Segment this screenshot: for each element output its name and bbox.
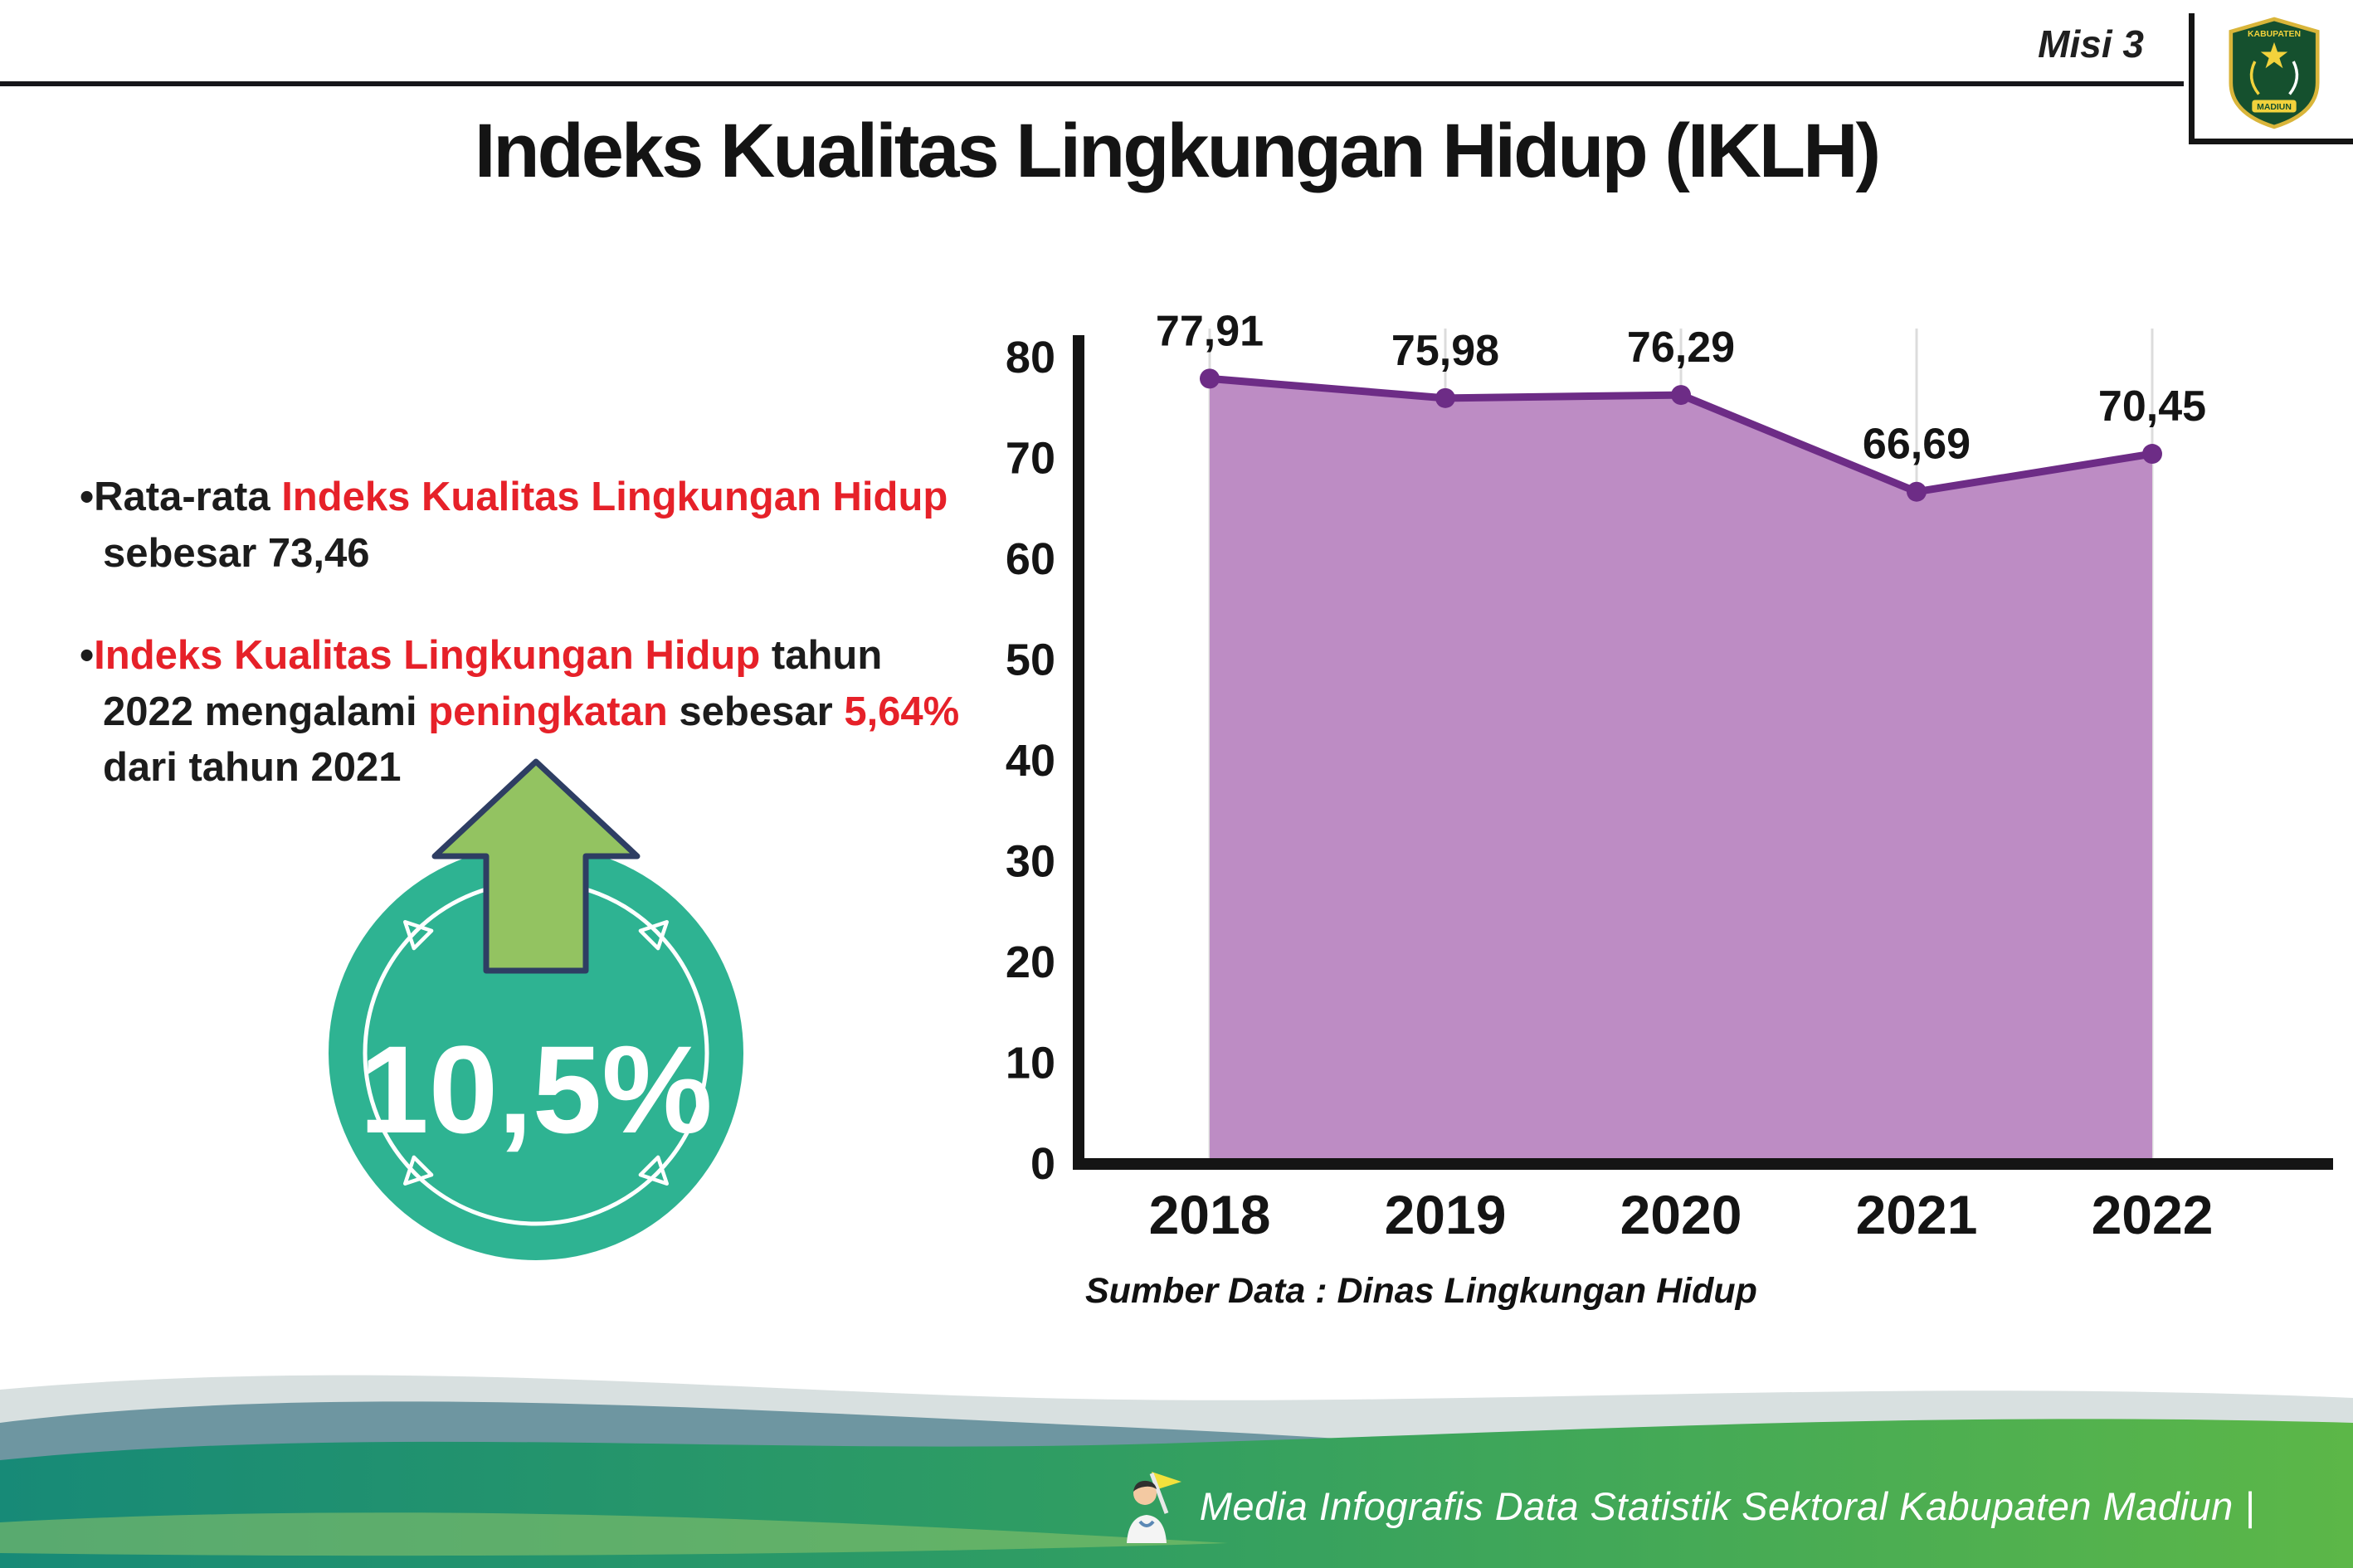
bullet2-highlight-1: Indeks Kualitas Lingkungan Hidup	[94, 633, 761, 679]
bullet-iklh-increase: •Indeks Kualitas Lingkungan Hidup tahun …	[80, 628, 980, 796]
bullet1-text: Rata-rata	[94, 475, 282, 519]
badge-circle: 10,5%	[329, 845, 743, 1260]
key-points: •Rata-rata Indeks Kualitas Lingkungan Hi…	[80, 470, 980, 843]
bullet-average-iklh: •Rata-rata Indeks Kualitas Lingkungan Hi…	[80, 470, 980, 582]
svg-text:2022: 2022	[2092, 1184, 2214, 1245]
svg-text:30: 30	[1006, 837, 1055, 887]
bullet1-highlight: Indeks Kualitas Lingkungan Hidup	[281, 475, 948, 519]
badge-tick-marks	[403, 920, 669, 1186]
svg-text:80: 80	[1006, 333, 1055, 382]
mascot-icon	[1126, 1472, 1181, 1543]
iklh-chart: 77,91 75,98 76,29 66,69 70,45 0 10 20 30 40 50 60 70…	[954, 299, 2353, 1369]
wave-light-green	[0, 1512, 1228, 1556]
svg-text:70: 70	[1006, 434, 1055, 484]
svg-text:76,29: 76,29	[1627, 324, 1735, 372]
svg-text:70,45: 70,45	[2098, 382, 2206, 431]
bullet2-highlight-3: 5,64%	[844, 689, 960, 734]
svg-text:66,69: 66,69	[1863, 421, 1971, 469]
svg-text:2019: 2019	[1385, 1184, 1507, 1245]
bullet2-text-2: sebesar	[667, 689, 845, 734]
chart-source: Sumber Data : Dinas Lingkungan Hidup	[1085, 1271, 1757, 1311]
svg-text:50: 50	[1006, 635, 1055, 685]
chart-canvas: 77,91 75,98 76,29 66,69 70,45 0 10 20 30 40 50 60 70…	[1006, 307, 2333, 1245]
svg-text:0: 0	[1030, 1139, 1055, 1189]
footer: Media Infografis Data Statistik Sektoral…	[1118, 1468, 2255, 1543]
footer-credit: Media Infografis Data Statistik Sektoral…	[1199, 1483, 2255, 1528]
bullet2-text-1: tahun 2022 mengalami	[103, 633, 883, 734]
svg-text:2020: 2020	[1620, 1184, 1742, 1245]
misi-label: Misi 3	[2038, 22, 2144, 66]
svg-text:40: 40	[1006, 736, 1055, 786]
logo-frame: KABUPATEN MADIUN	[2189, 13, 2353, 144]
bullet2-text-3: dari tahun 2021	[103, 745, 402, 791]
bullet1-text-end: sebesar 73,46	[103, 530, 370, 576]
svg-text:75,98: 75,98	[1391, 327, 1499, 375]
up-arrow-icon	[431, 758, 641, 974]
kabupaten-madiun-logo: KABUPATEN MADIUN	[2228, 17, 2320, 129]
svg-text:2021: 2021	[1856, 1184, 1978, 1245]
bullet-marker: •	[80, 475, 95, 519]
logo-banner	[2251, 100, 2297, 113]
header-rule	[0, 81, 2184, 86]
bullet2-highlight-2: peningkatan	[428, 689, 668, 734]
footer-waves	[0, 1375, 2353, 1568]
svg-text:20: 20	[1006, 937, 1055, 987]
logo-cotton-arc	[2287, 61, 2298, 95]
logo-rice-arc	[2249, 61, 2260, 95]
logo-subtitle: MADIUN	[2257, 103, 2292, 112]
logo-star-icon	[2260, 41, 2287, 69]
page-title: Indeks Kualitas Lingkungan Hidup (IKLH)	[474, 109, 1881, 193]
bullet-marker: •	[80, 633, 95, 679]
increase-badge: 10,5%	[327, 758, 745, 1262]
svg-text:10: 10	[1006, 1039, 1055, 1088]
logo-title: KABUPATEN	[2248, 30, 2301, 39]
badge-value: 10,5%	[359, 1020, 712, 1159]
svg-text:2018: 2018	[1149, 1184, 1271, 1245]
svg-text:77,91: 77,91	[1156, 307, 1264, 355]
svg-text:60: 60	[1006, 534, 1055, 584]
